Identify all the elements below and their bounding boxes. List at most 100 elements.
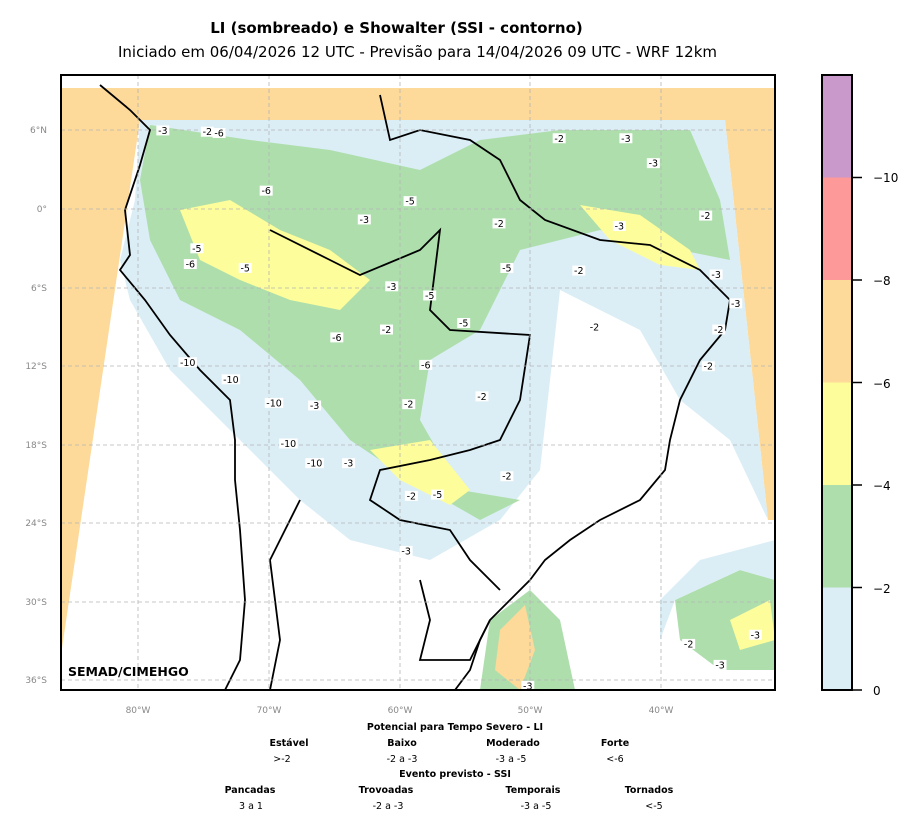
lat-tick: 0° (37, 205, 47, 215)
lon-tick: 40°W (649, 706, 674, 716)
li-category-range: >-2 (273, 754, 291, 765)
li-shading: -3 -2 -6 -2 -3 -3 -2 -6 -3 -5 -2 -3 -3 -5 -5 -2 -3 -3 -2 -2… (61, 75, 775, 692)
contour-label-bg (190, 243, 204, 254)
yellow-area-east (580, 205, 700, 270)
li-category-range: -2 a -3 (386, 754, 418, 765)
credit-text: SEMAD/CIMEHGO (68, 664, 189, 679)
contour-label-bg (713, 659, 727, 670)
figure-title: LI (sombreado) e Showalter (SSI - contor… (210, 19, 583, 37)
yellow-area-west (180, 200, 370, 310)
contour-label: -5 (241, 263, 250, 274)
ssi-category-range: <-5 (645, 801, 663, 812)
colorbar-tick: −6 (873, 377, 891, 391)
contour-label: -2 (704, 362, 713, 373)
contour-label-bg (385, 281, 399, 292)
colorbar-segment (822, 75, 852, 178)
contour-label: -3 (344, 459, 353, 470)
contour-label: -3 (621, 134, 630, 145)
contour-label: -5 (405, 197, 414, 208)
contour-label: -3 (401, 546, 410, 557)
colorbar-ticks: 0 −2 −4 −6 −8 −10 (873, 171, 898, 698)
contour-label: -6 (332, 333, 341, 344)
contour-label: -2 (502, 472, 511, 483)
contour-label-bg (423, 290, 437, 301)
contour-label: -3 (751, 630, 760, 641)
lon-tick: 80°W (126, 706, 151, 716)
contour-label: -3 (387, 282, 396, 293)
contour-label: -3 (158, 126, 167, 137)
contour-label: -2 (714, 325, 723, 336)
contour-label-bg (619, 133, 633, 144)
lat-tick: 6°N (30, 126, 47, 136)
li-category-range: <-6 (606, 754, 624, 765)
lon-tick: 60°W (388, 706, 413, 716)
lat-tick: 6°S (31, 284, 47, 294)
contour-label: -3 (649, 159, 658, 170)
orange-top-band (61, 88, 775, 655)
colorbar-tick: −2 (873, 582, 891, 596)
li-category-name: Moderado (486, 738, 540, 749)
contour-label: -10 (223, 375, 239, 386)
contour-label-bg (552, 133, 566, 144)
contour-label: -2 (574, 266, 583, 277)
contour-label: -10 (266, 398, 282, 409)
contour-label: -5 (502, 263, 511, 274)
contour-label: -10 (307, 459, 323, 470)
contour-label-bg (492, 218, 506, 229)
contour-label: -3 (711, 270, 720, 281)
contour-label-bg (748, 629, 762, 640)
lat-tick: 36°S (25, 676, 47, 686)
contour-label-bg (403, 196, 417, 207)
contour-label-bg (357, 214, 371, 225)
contour-label-bg (431, 489, 445, 500)
contour-label: -5 (459, 318, 468, 329)
contour-label: -2 (590, 322, 599, 333)
li-legend-title: Potencial para Tempo Severo - LI (366, 722, 544, 733)
colorbar-tick: −8 (873, 274, 891, 288)
ssi-legend-title: Evento previsto - SSI (399, 769, 511, 780)
lat-tick: 30°S (25, 598, 47, 608)
contour-label: -2 (554, 134, 563, 145)
contour-label: -3 (360, 215, 369, 226)
li-category-name: Forte (600, 738, 630, 749)
green-area-north (140, 125, 730, 520)
contour-label-bg (646, 158, 660, 169)
contour-label: -3 (310, 401, 319, 412)
orange-area-south (495, 605, 535, 690)
light-blue-south-atlantic (660, 540, 775, 640)
colorbar-segment (822, 587, 852, 690)
yellow-area-center (370, 440, 470, 505)
li-category-range: -3 a -5 (495, 754, 527, 765)
contour-label: -2 (407, 491, 416, 502)
colorbar-segment (822, 382, 852, 485)
contour-label-bg (521, 680, 535, 690)
contour-label: -2 (494, 219, 503, 230)
contour-label: -6 (214, 129, 223, 140)
contour-label-bg (330, 332, 344, 343)
contour-label: -6 (421, 360, 430, 371)
contour-label-bg (500, 471, 514, 482)
contour-label: -6 (186, 260, 195, 271)
lon-tick: 50°W (518, 706, 543, 716)
contour-label: -3 (731, 299, 740, 310)
contour-label: -5 (425, 291, 434, 302)
ssi-category-range: -3 a -5 (520, 801, 552, 812)
coastline-and-borders (99, 84, 731, 690)
contour-label-bg (475, 391, 489, 402)
contour-label: -5 (192, 244, 201, 255)
lon-ticks: 80°W 70°W 60°W 50°W 40°W (126, 706, 674, 716)
lon-tick: 70°W (257, 706, 282, 716)
contour-label: -5 (433, 490, 442, 501)
contour-label: -3 (615, 222, 624, 233)
colorbar-segment (822, 485, 852, 588)
gridlines (61, 75, 775, 690)
contour-label-bg (457, 317, 471, 328)
contour-label-bg (279, 438, 298, 449)
colorbar-tick: 0 (873, 684, 881, 698)
contour-label-bg (305, 458, 324, 469)
contour-label: -3 (523, 681, 532, 692)
contour-label-bg (259, 185, 273, 196)
li-category-name: Estável (269, 738, 309, 749)
contour-label: -10 (281, 439, 297, 450)
